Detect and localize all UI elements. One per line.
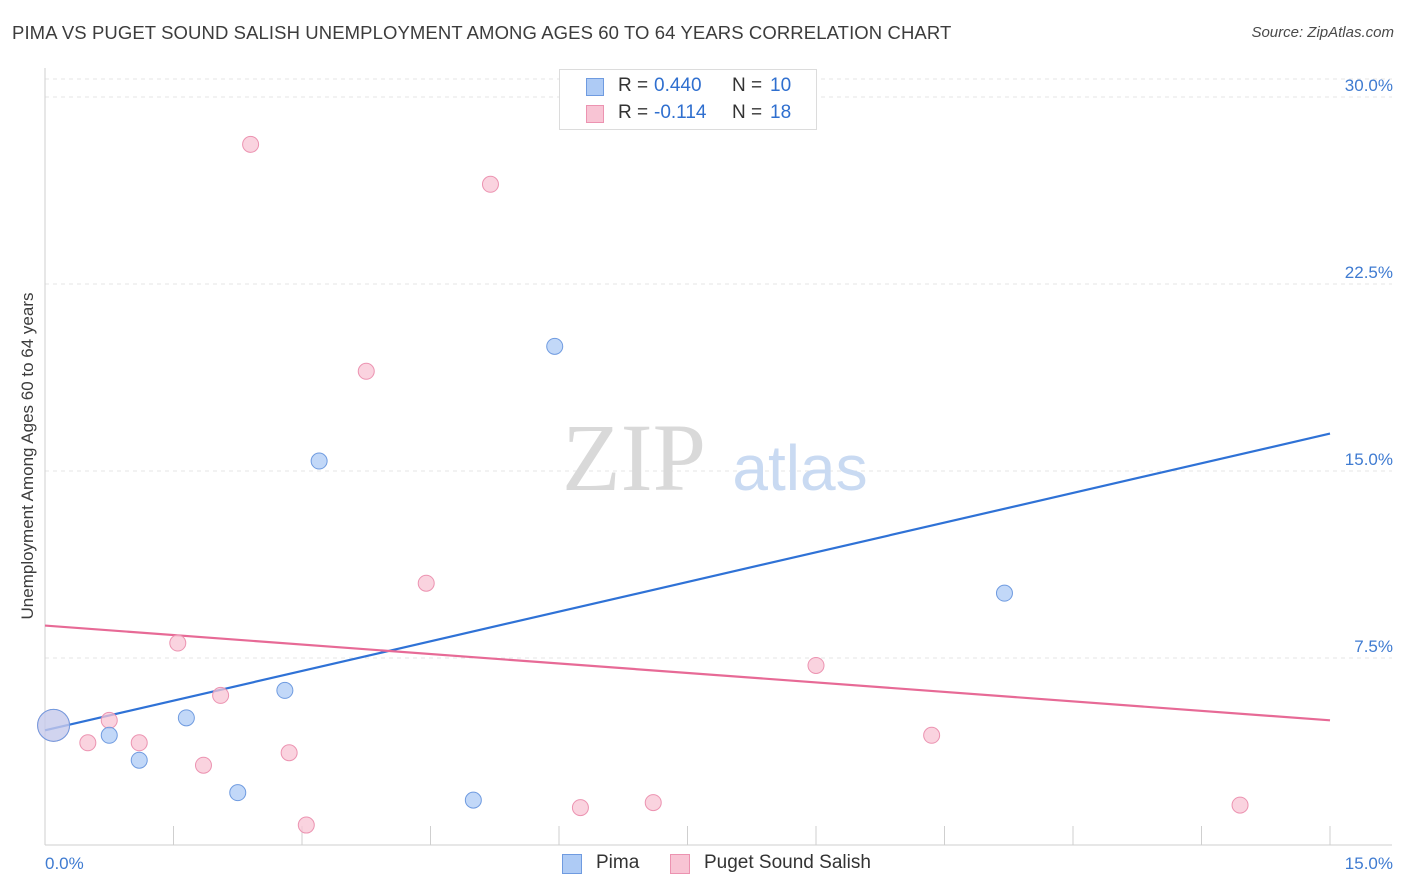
gridlines: [45, 78, 1392, 659]
x-tick-label: 15.0%: [1345, 854, 1393, 873]
n-label: N =: [732, 102, 763, 123]
watermark-atlas: atlas: [732, 432, 867, 504]
pima-legend-icon: [562, 854, 582, 874]
puget-trend-line: [44, 624, 1331, 722]
pima-point: [995, 584, 1013, 602]
puget-legend-label: Puget Sound Salish: [704, 852, 871, 873]
puget-legend-icon: [670, 854, 690, 874]
pima-trend-line: [44, 432, 1331, 732]
puget-point: [1231, 796, 1249, 814]
axes: [44, 68, 1392, 846]
stats-legend: R = 0.440 N = 10 R = -0.114 N = 18: [559, 69, 817, 130]
x-tick-label: 0.0%: [45, 854, 84, 873]
puget-point: [212, 686, 230, 704]
pima-point: [100, 726, 118, 744]
y-tick-label: 22.5%: [1345, 263, 1393, 282]
pima-point: [276, 681, 294, 699]
pima-swatch-icon: [586, 78, 604, 96]
puget-point: [242, 135, 260, 153]
puget-point: [571, 799, 589, 817]
puget-swatch-icon: [586, 105, 604, 123]
y-tick-label: 7.5%: [1354, 637, 1393, 656]
pima-point: [177, 709, 195, 727]
y-tick-label: 15.0%: [1345, 450, 1393, 469]
source-label: Source: ZipAtlas.com: [1251, 24, 1394, 41]
chart-title: PIMA VS PUGET SOUND SALISH UNEMPLOYMENT …: [12, 22, 952, 43]
pima-point: [464, 791, 482, 809]
puget-point: [130, 734, 148, 752]
r-value: 0.440: [654, 75, 702, 96]
n-label: N =: [732, 75, 763, 96]
n-value: 18: [770, 102, 792, 123]
watermark-zip: ZIP: [562, 404, 706, 511]
puget-point: [923, 726, 941, 744]
puget-point: [807, 656, 825, 674]
puget-point: [644, 794, 662, 812]
pima-point: [546, 337, 564, 355]
r-label: R =: [618, 75, 649, 96]
y-tick-label: 30.0%: [1345, 76, 1393, 95]
puget-point: [481, 175, 499, 193]
puget-point: [280, 744, 298, 762]
trend-lines: [44, 432, 1331, 732]
watermark: ZIP atlas: [562, 404, 868, 511]
puget-point: [100, 711, 118, 729]
puget-point: [169, 634, 187, 652]
y-axis-label: Unemployment Among Ages 60 to 64 years: [18, 292, 37, 620]
r-label: R =: [618, 102, 649, 123]
puget-point: [357, 362, 375, 380]
pima-point: [37, 708, 71, 742]
pima-point: [130, 751, 148, 769]
pima-legend-label: Pima: [596, 852, 640, 873]
puget-point: [297, 816, 315, 834]
r-value: -0.114: [654, 102, 707, 123]
data-points: [37, 135, 1249, 834]
puget-point: [194, 756, 212, 774]
puget-point: [79, 734, 97, 752]
tick-labels: 7.5% 15.0% 22.5% 30.0% 0.0% 15.0%: [45, 76, 1393, 873]
pima-point: [310, 452, 328, 470]
pima-point: [229, 784, 247, 802]
n-value: 10: [770, 75, 792, 96]
puget-point: [417, 574, 435, 592]
